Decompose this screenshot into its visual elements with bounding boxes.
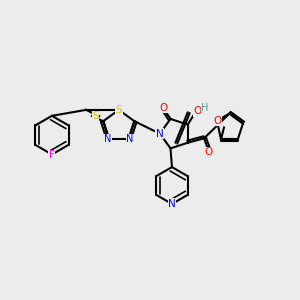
Text: H: H <box>201 103 209 112</box>
Text: S: S <box>116 105 122 115</box>
Text: O: O <box>213 116 221 126</box>
Text: F: F <box>49 150 55 160</box>
Text: O: O <box>204 147 213 157</box>
Text: O: O <box>194 106 202 116</box>
Text: S: S <box>92 111 99 121</box>
Text: N: N <box>104 134 111 144</box>
Text: N: N <box>168 199 176 209</box>
Text: N: N <box>126 134 134 144</box>
Text: N: N <box>156 129 164 139</box>
Text: O: O <box>159 103 167 113</box>
